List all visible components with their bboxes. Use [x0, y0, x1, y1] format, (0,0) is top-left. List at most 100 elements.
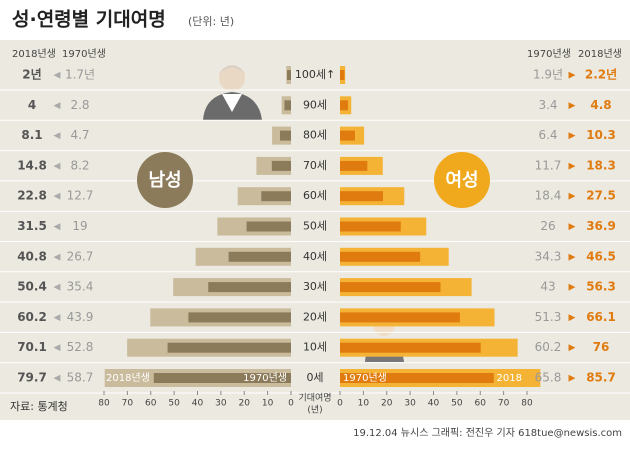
- bar-male-1970: [271, 160, 291, 171]
- value-label: 2.8: [70, 98, 89, 112]
- bar-female-1970: [340, 251, 421, 262]
- column-header: 1970년생: [527, 48, 571, 60]
- age-label: 80세: [303, 129, 327, 142]
- x-tick-label: 60: [475, 399, 487, 409]
- arrow: ◀: [54, 313, 61, 323]
- value-label: 18.4: [535, 189, 562, 203]
- value-label: 52.8: [67, 340, 94, 354]
- x-tick-label: 10: [262, 399, 274, 409]
- bar-female-1970: [340, 221, 401, 232]
- arrow: ◀: [54, 161, 61, 171]
- value-label: 26.7: [67, 249, 94, 263]
- age-label: 40세: [303, 250, 327, 263]
- value-label: 76: [593, 340, 610, 354]
- value-label: 36.9: [586, 219, 616, 233]
- value-label: 34.3: [535, 249, 562, 263]
- x-tick-label: 20: [381, 399, 393, 409]
- value-label: 50.4: [17, 280, 47, 294]
- bar-label: 1970년생: [343, 372, 387, 384]
- bar-female-1970: [340, 70, 345, 80]
- age-label: 0세: [306, 371, 323, 384]
- x-tick-label: 60: [145, 399, 157, 409]
- arrow: ◀: [54, 131, 61, 141]
- age-label: 30세: [303, 280, 327, 293]
- arrow: ▶: [569, 252, 576, 262]
- value-label: 8.2: [70, 158, 89, 172]
- arrow: ▶: [569, 222, 576, 232]
- x-tick-label: 50: [168, 399, 180, 409]
- value-label: 40.8: [17, 249, 47, 263]
- column-header: 2018년생: [12, 48, 56, 60]
- bar-female-1970: [340, 130, 355, 141]
- x-tick-label: 40: [192, 399, 204, 409]
- arrow: ◀: [54, 192, 61, 202]
- value-label: 46.5: [586, 249, 616, 263]
- value-label: 43.9: [67, 310, 94, 324]
- arrow: ▶: [569, 71, 576, 81]
- value-label: 85.7: [586, 371, 616, 385]
- arrow: ◀: [54, 374, 61, 384]
- bar-female-1970: [340, 342, 481, 353]
- axis-label: 기대여명: [298, 392, 331, 404]
- value-label: 70.1: [17, 340, 47, 354]
- value-label: 10.3: [586, 128, 616, 142]
- arrow: ◀: [54, 71, 61, 81]
- value-label: 12.7: [67, 189, 94, 203]
- bar-label: 1970년생: [243, 372, 287, 384]
- arrow: ▶: [569, 374, 576, 384]
- source: 자료: 통계청: [10, 400, 68, 413]
- bar-female-1970: [340, 160, 368, 171]
- value-label: 35.4: [67, 280, 94, 294]
- value-label: 60.2: [17, 310, 47, 324]
- bar-male-1970: [261, 191, 291, 202]
- value-label: 22.8: [17, 189, 47, 203]
- arrow: ▶: [569, 283, 576, 293]
- arrow: ▶: [569, 343, 576, 353]
- bar-female-1970: [340, 312, 460, 323]
- x-tick-label: 20: [239, 399, 251, 409]
- group-label: 남성: [148, 170, 181, 191]
- credit: 19.12.04 뉴시스 그래픽: 전진우 기자 618tue@newsis.c…: [353, 427, 622, 439]
- arrow: ◀: [54, 222, 61, 232]
- value-label: 4: [28, 98, 36, 112]
- arrow: ◀: [54, 252, 61, 262]
- bar-male-1970: [287, 70, 291, 80]
- arrow: ◀: [54, 283, 61, 293]
- value-label: 27.5: [586, 189, 616, 203]
- bar-male-1970: [246, 221, 291, 232]
- age-label: 100세↑: [295, 68, 335, 81]
- x-tick-label: 30: [404, 399, 416, 409]
- subtitle: (단위: 년): [188, 15, 234, 28]
- icon-elder: [203, 65, 262, 120]
- panel: [0, 40, 630, 420]
- column-header: 1970년생: [62, 48, 106, 60]
- age-label: 90세: [303, 98, 327, 111]
- x-tick-label: 70: [122, 399, 134, 409]
- arrow: ▶: [569, 192, 576, 202]
- bar-label: 2018년생: [106, 372, 150, 384]
- value-label: 26: [540, 219, 555, 233]
- bar-female-1970: [340, 282, 441, 293]
- x-tick-label: 80: [98, 399, 110, 409]
- group-label: 여성: [445, 170, 478, 191]
- bar-male-1970: [167, 342, 291, 353]
- group-badge: [434, 152, 490, 208]
- age-label: 50세: [303, 220, 327, 233]
- value-label: 11.7: [535, 158, 562, 172]
- value-label: 3.4: [538, 98, 557, 112]
- value-label: 14.8: [17, 158, 47, 172]
- value-label: 4.7: [70, 128, 89, 142]
- age-label: 10세: [303, 341, 327, 354]
- chart-title: 성·연령별 기대여명: [12, 9, 166, 31]
- value-label: 58.7: [67, 371, 94, 385]
- arrow: ▶: [569, 313, 576, 323]
- bar-female-1970: [340, 373, 494, 383]
- bar-male-1970: [188, 312, 291, 323]
- x-tick-label: 10: [358, 399, 370, 409]
- bar-male-1970: [284, 100, 291, 111]
- bar-male-1970: [228, 251, 291, 262]
- x-tick-label: 50: [451, 399, 463, 409]
- value-label: 2년: [22, 68, 41, 82]
- value-label: 6.4: [538, 128, 557, 142]
- arrow: ◀: [54, 343, 61, 353]
